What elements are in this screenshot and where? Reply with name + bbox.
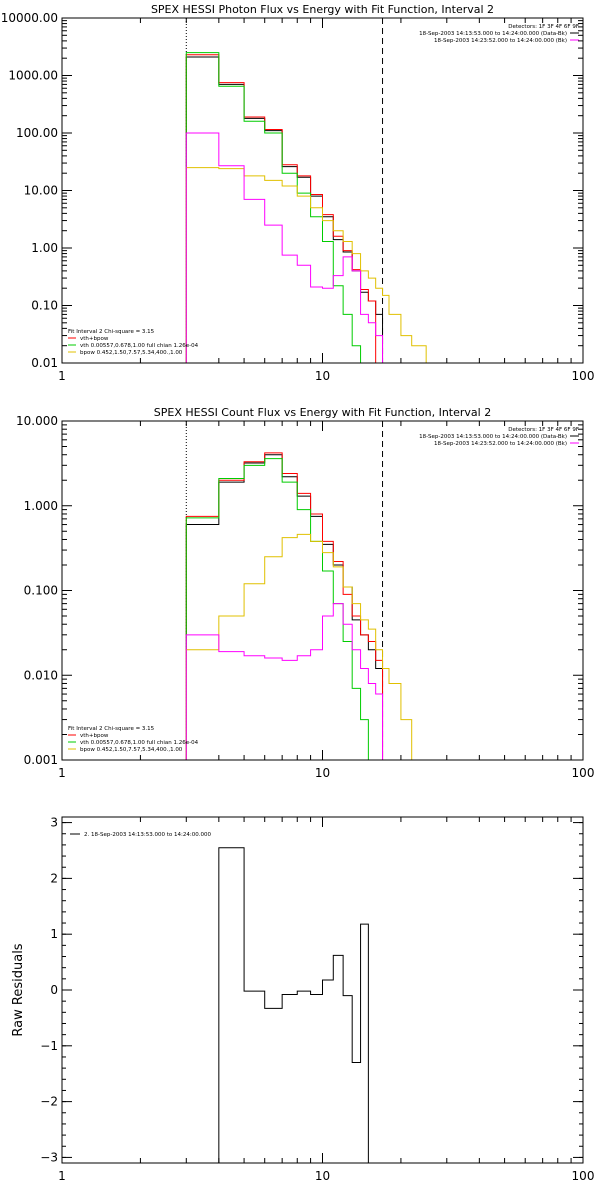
y-tick-label: 1 (50, 927, 58, 941)
y-tick-label: −1 (40, 1039, 58, 1053)
legend-fit-label: Fit Interval 2 Chi-square = 3.15 (68, 329, 155, 335)
y-tick-label: 1000.00 (8, 69, 58, 83)
x-tick-label: 1 (58, 1169, 66, 1183)
x-tick-label: 100 (572, 1169, 595, 1183)
legend-item-text: vth+bpow (80, 336, 109, 342)
y-tick-label: 100.00 (16, 126, 58, 140)
y-tick-label: 10.00 (24, 184, 58, 198)
y-axis-label: Raw Residuals (11, 943, 26, 1036)
y-tick-label: 10.000 (16, 414, 58, 428)
series-line-total (185, 452, 384, 760)
panel-2: SPEX HESSI Count Flux vs Energy with Fit… (16, 406, 594, 780)
legend-item-text: vth 0.00557,0.678,1.00 full chian 1.26e-… (80, 740, 199, 746)
legend-item-text: vth 0.00557,0.678,1.00 full chian 1.26e-… (80, 343, 199, 349)
panel-1: SPEX HESSI Photon Flux vs Energy with Fi… (1, 3, 595, 383)
series-line-vth (185, 458, 376, 760)
y-tick-label: 0.100 (24, 584, 58, 598)
y-tick-label: 10000.00 (1, 11, 58, 25)
x-tick-label: 1 (58, 369, 66, 383)
legend-top-right-text: 18-Sep-2003 14:23:52.000 to 14:24:00.000… (434, 38, 567, 44)
legend-fit-label: Fit Interval 2 Chi-square = 3.15 (68, 726, 155, 732)
chart-title: SPEX HESSI Photon Flux vs Energy with Fi… (151, 3, 494, 16)
y-tick-label: −3 (40, 1150, 58, 1164)
series-line-vth (185, 52, 369, 363)
y-tick-label: 2 (50, 871, 58, 885)
legend-item-text: bpow 0.452,1.50,7.57,5.34,400.,1.00 (80, 350, 183, 356)
series-line-bkg (185, 603, 384, 760)
legend-item-text: vth+bpow (80, 733, 109, 739)
y-tick-label: 0.001 (24, 753, 58, 767)
x-tick-label: 10 (315, 369, 330, 383)
x-tick-label: 10 (315, 1169, 330, 1183)
legend-top-right-text: 18-Sep-2003 14:13:53.000 to 14:24:00.000… (419, 434, 567, 440)
x-tick-label: 100 (572, 369, 595, 383)
series-line-bpow (185, 533, 427, 760)
series-line-data (185, 454, 384, 760)
series-line-total (185, 54, 377, 363)
series-group (186, 847, 369, 1163)
legend-top-right-text: 18-Sep-2003 14:23:52.000 to 14:24:00.000… (434, 441, 567, 447)
legend-top-right-text: 18-Sep-2003 14:13:53.000 to 14:24:00.000… (419, 31, 567, 37)
series-line-bkg (185, 132, 384, 363)
chart-title: SPEX HESSI Count Flux vs Energy with Fit… (154, 406, 491, 419)
x-tick-label: 10 (315, 766, 330, 780)
y-tick-label: 0 (50, 983, 58, 997)
panel-3: 1 10 100 −3 −2 −1 0 1 2 3 Raw Residuals 2. 18-Sep-2… (11, 816, 594, 1183)
legend-top-right-text: Detectors: 1F 3F 4F 6F 9F (508, 24, 579, 30)
plot-frame (61, 816, 584, 1164)
x-tick-label: 1 (58, 766, 66, 780)
series-line-bpow (185, 167, 427, 363)
series-group (185, 52, 427, 363)
legend-top-right-text: Detectors: 1F 3F 4F 6F 9F (508, 427, 579, 433)
series-group (185, 452, 427, 760)
y-tick-label: 1.000 (24, 499, 58, 513)
plot-frame (61, 17, 584, 364)
plot-frame (61, 420, 584, 761)
y-tick-label: 0.10 (31, 299, 58, 313)
y-tick-label: 1.00 (31, 241, 58, 255)
y-tick-label: −2 (40, 1095, 58, 1109)
x-tick-label: 100 (572, 766, 595, 780)
series-line-data (185, 56, 384, 363)
series-line-residuals (186, 847, 369, 1163)
legend-item-text: 2. 18-Sep-2003 14:13:53.000 to 14:24:00.… (84, 832, 211, 838)
y-tick-label: 0.01 (31, 356, 58, 370)
legend-item-text: bpow 0.452,1.50,7.57,5.34,400.,1.00 (80, 747, 183, 753)
y-tick-label: 3 (50, 816, 58, 830)
y-tick-label: 0.010 (24, 668, 58, 682)
